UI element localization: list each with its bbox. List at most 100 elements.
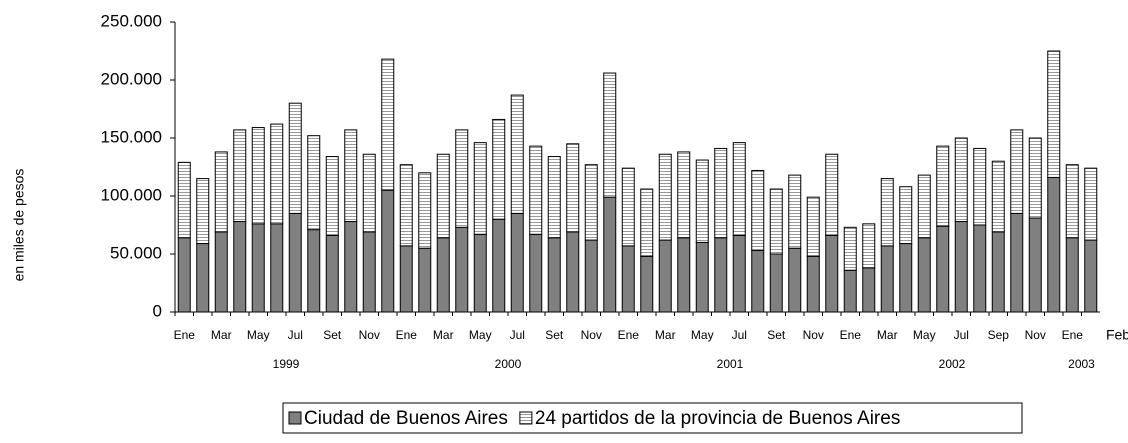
bar-segment	[695, 159, 709, 243]
bar-segment	[751, 169, 765, 252]
bar-segment	[418, 172, 432, 249]
bar-segment	[381, 189, 395, 313]
bar-segment	[473, 233, 487, 313]
bar-segment	[196, 178, 210, 245]
bar-segment	[862, 267, 876, 313]
x-tick-label: Feb	[1106, 327, 1128, 343]
bar-segment	[769, 253, 783, 313]
bar-segment	[751, 250, 765, 313]
x-tick-label: Nov	[803, 328, 824, 342]
x-tick-label: Nov	[1025, 328, 1046, 342]
bar-segment	[418, 247, 432, 313]
x-tick-label: Nov	[581, 328, 602, 342]
bar-segment	[177, 237, 191, 313]
bar-segment	[973, 224, 987, 313]
bar-segment	[621, 167, 635, 247]
bar-segment	[473, 142, 487, 235]
year-label: 2003	[1068, 357, 1095, 371]
x-tick-label: Mar	[877, 328, 898, 342]
bar-segment	[362, 153, 376, 233]
x-tick-label: Ene	[174, 328, 196, 342]
y-tick-label: 100.000	[101, 185, 162, 204]
bar-segment	[806, 196, 820, 257]
bar-segment	[640, 255, 654, 313]
bar-segment	[973, 147, 987, 226]
bar-segment	[991, 231, 1005, 313]
bar-segment	[880, 178, 894, 247]
bar-segment	[233, 221, 247, 313]
y-tick-label: 150.000	[101, 127, 162, 146]
bar-segment	[1065, 237, 1079, 313]
bar-segment	[399, 245, 413, 313]
bar-segment	[547, 156, 561, 239]
bar-segment	[288, 212, 302, 313]
legend-box	[282, 402, 1023, 434]
x-tick-label: Ene	[840, 328, 862, 342]
x-tick-label: May	[691, 328, 714, 342]
bar-segment	[769, 188, 783, 255]
year-label: 2000	[495, 357, 522, 371]
year-label: 1999	[273, 357, 300, 371]
bar-segment	[344, 221, 358, 313]
bar-segment	[1084, 167, 1098, 241]
bar-segment	[936, 145, 950, 227]
bar-segment	[214, 151, 228, 233]
bar-segment	[1065, 164, 1079, 239]
bar-segment	[325, 156, 339, 236]
bar-segment	[436, 237, 450, 313]
bar-segment	[732, 234, 746, 313]
bar-segment	[288, 102, 302, 214]
bar-segment	[1084, 239, 1098, 313]
y-tick-label: 50.000	[110, 243, 162, 262]
bar-segment	[695, 241, 709, 313]
bar-segment	[991, 160, 1005, 233]
bar-segment	[399, 164, 413, 247]
bar-segment	[344, 129, 358, 223]
bar-segment	[1028, 217, 1042, 313]
x-tick-label: Mar	[211, 328, 232, 342]
legend-swatch	[288, 411, 302, 425]
bar-segment	[788, 247, 802, 313]
x-tick-label: Ene	[618, 328, 640, 342]
bar-segment	[455, 129, 469, 228]
legend-swatch	[519, 411, 533, 425]
bar-segment	[862, 223, 876, 269]
bar-segment	[436, 153, 450, 239]
bar-segment	[1047, 176, 1061, 313]
legend-label: Ciudad de Buenos Aires	[304, 408, 508, 429]
y-tick-label: 0	[153, 301, 162, 320]
y-axis-label: en miles de pesos	[11, 169, 27, 282]
bar-segment	[917, 174, 931, 239]
x-tick-label: May	[469, 328, 492, 342]
bar-segment	[825, 153, 839, 236]
bar-segment	[251, 127, 265, 225]
x-tick-label: Jul	[954, 328, 969, 342]
bar-segment	[658, 153, 672, 241]
bar-segment	[584, 239, 598, 313]
bar-segment	[547, 237, 561, 313]
x-tick-label: Set	[323, 328, 342, 342]
bar-segment	[658, 239, 672, 313]
bar-segment	[307, 135, 321, 231]
bar-segment	[603, 196, 617, 313]
bar-segment	[621, 245, 635, 313]
x-tick-label: Ene	[1062, 328, 1084, 342]
bar-segment	[788, 174, 802, 249]
bar-segment	[825, 234, 839, 313]
bar-segment	[381, 58, 395, 191]
x-tick-label: Ene	[396, 328, 418, 342]
bar-segment	[806, 255, 820, 313]
bar-segment	[510, 94, 524, 214]
bar-segment	[325, 234, 339, 313]
bar-segment	[603, 72, 617, 198]
bar-segment	[270, 123, 284, 225]
x-tick-label: Jul	[510, 328, 525, 342]
bar-segment	[917, 237, 931, 313]
y-tick-label: 250.000	[101, 11, 162, 30]
bar-segment	[529, 145, 543, 235]
legend-label: 24 partidos de la provincia de Buenos Ai…	[535, 408, 900, 429]
bar-segment	[233, 129, 247, 223]
x-tick-label: Sep	[988, 328, 1010, 342]
bar-segment	[677, 237, 691, 313]
